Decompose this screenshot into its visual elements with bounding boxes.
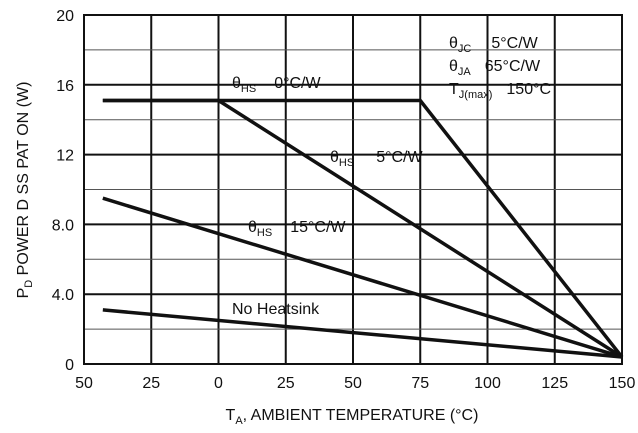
x-tick-label: 150 [609,375,636,392]
annotation-symbol: θ [330,149,339,166]
x-tick-labels: 50 25 0 25 50 75 100 125 150 [75,375,635,392]
x-axis-label: TA, AMBIENT TEMPERATURE (°C) [226,407,479,427]
series-line-1 [102,98,623,359]
x-tick-label: 0 [214,375,223,392]
x-tick-label: 75 [411,375,429,392]
y-tick-labels: 0 4.0 8.0 12 16 20 [52,8,74,374]
series-line-2 [102,196,623,359]
y-tick-label: 0 [65,357,74,374]
y-tick-label: 8.0 [52,217,74,234]
y-tick-label: 12 [56,148,74,165]
x-tick-label: 25 [142,375,160,392]
annotation-symbol: θ [248,219,257,236]
annotation-sub: HS [257,227,272,239]
annotation-value: No Heatsink [232,301,320,318]
annotation-15cw: θHS 15°C/W [248,219,346,239]
annotation-value: 15°C/W [290,219,346,236]
spec-jc: θJC 5°C/W [449,35,539,55]
annotation-0cw: θHS 0°C/W [232,75,321,95]
spec-block: θJC 5°C/W θJA 65°C/W TJ(max) 150°C [449,35,551,101]
y-tick-label: 20 [56,8,74,25]
x-tick-label: 50 [75,375,93,392]
spec-ja: θJA 65°C/W [449,58,541,78]
plot-frame [83,14,623,365]
y-tick-label: 4.0 [52,287,74,304]
y-axis-label: PD POWER D SS PAT ON (W) [15,82,35,299]
annotation-value: 5°C/W [376,149,423,166]
annotation-symbol: θ [232,75,241,92]
annotation-value: 0°C/W [274,75,321,92]
x-tick-label: 125 [541,375,568,392]
series-layer [102,98,624,359]
spec-tj: TJ(max) 150°C [449,81,551,101]
annotation-no-heatsink: No Heatsink [232,301,320,318]
x-tick-label: 25 [277,375,295,392]
annotation-sub: HS [241,83,256,95]
grid [83,14,623,365]
series-line-3 [102,308,623,359]
annotation-5cw: θHS 5°C/W [330,149,423,169]
x-tick-label: 50 [344,375,362,392]
annotation-sub: HS [339,157,354,169]
x-tick-label: 100 [474,375,501,392]
y-tick-label: 16 [56,78,74,95]
